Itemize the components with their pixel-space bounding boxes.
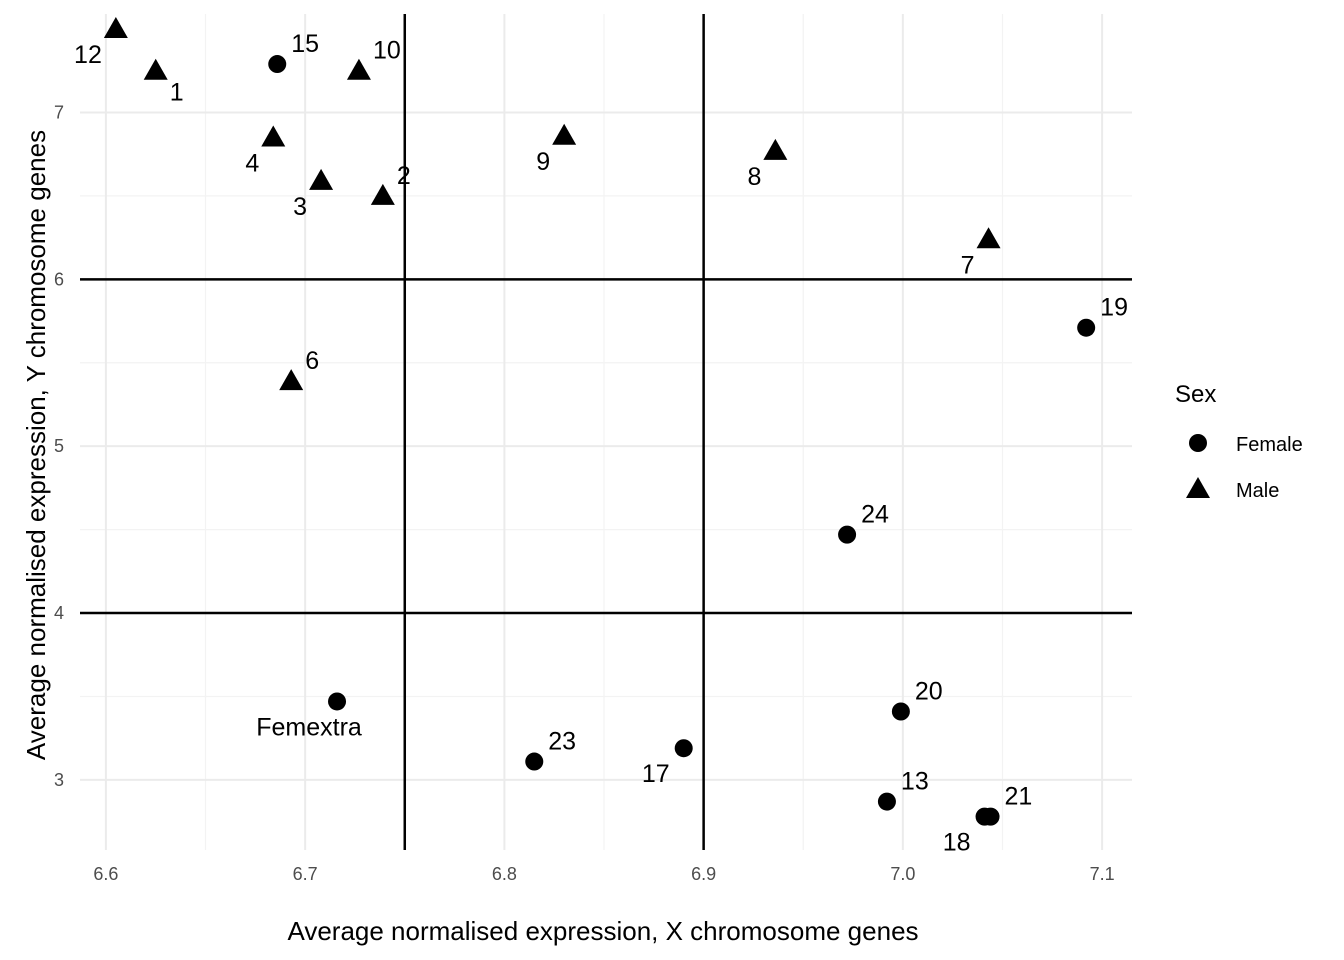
female-point xyxy=(268,55,287,74)
point-label: 2 xyxy=(397,162,411,190)
x-axis-title: Average normalised expression, X chromos… xyxy=(287,916,918,946)
legend-title: Sex xyxy=(1175,381,1216,408)
x-tick-label: 6.6 xyxy=(93,864,118,884)
point-labels: 12 1 15 10 4 3 2 9 8 7 19 6 24 Femextra 20 23 17 13 21 18 xyxy=(74,30,1128,857)
male-point xyxy=(103,17,128,39)
female-point xyxy=(975,807,994,826)
point-label: 10 xyxy=(373,37,401,65)
female-point xyxy=(891,702,910,721)
x-tick-label: 6.7 xyxy=(293,864,318,884)
male-point xyxy=(370,183,395,205)
male-point xyxy=(763,138,788,160)
point-label: 21 xyxy=(1005,783,1033,811)
point-label: 15 xyxy=(291,30,319,58)
x-tick-label: 7.1 xyxy=(1090,864,1115,884)
male-point xyxy=(346,58,371,80)
point-label: 13 xyxy=(901,768,929,796)
y-tick-label: 3 xyxy=(54,770,64,790)
point-label: 7 xyxy=(961,251,975,279)
female-point xyxy=(1077,318,1096,337)
point-label: 4 xyxy=(245,149,259,177)
x-tick-label: 6.9 xyxy=(691,864,716,884)
point-label: 9 xyxy=(536,148,550,176)
male-point xyxy=(261,125,286,147)
tick-labels: 6.6 6.7 6.8 6.9 7.0 7.1 3 4 5 6 7 xyxy=(54,102,1115,884)
legend-circle-key xyxy=(1189,434,1207,452)
point-label: 8 xyxy=(747,163,761,191)
male-point xyxy=(143,58,168,80)
point-label: 19 xyxy=(1100,294,1128,322)
y-axis-title: Average normalised expression, Y chromos… xyxy=(21,130,51,760)
male-point xyxy=(552,123,577,145)
x-tick-label: 7.0 xyxy=(890,864,915,884)
female-point xyxy=(674,739,693,758)
point-label: 6 xyxy=(305,347,319,375)
point-label: 23 xyxy=(548,728,576,756)
legend-triangle-key xyxy=(1186,477,1210,498)
legend-label: Male xyxy=(1236,480,1279,502)
point-label: 12 xyxy=(74,41,102,69)
point-label: Femextra xyxy=(256,713,362,741)
legend: Sex Female Male xyxy=(1175,381,1303,502)
y-tick-label: 4 xyxy=(54,603,64,623)
point-label: 18 xyxy=(943,829,971,857)
point-label: 3 xyxy=(293,193,307,221)
female-point xyxy=(328,692,347,711)
female-point xyxy=(838,525,857,544)
female-point xyxy=(525,752,544,771)
point-label: 24 xyxy=(861,501,889,529)
point-label: 20 xyxy=(915,678,943,706)
male-point xyxy=(279,369,304,391)
grid-lines xyxy=(80,14,1132,850)
data-points xyxy=(103,17,1096,826)
legend-label: Female xyxy=(1236,434,1303,456)
reference-lines xyxy=(80,14,1132,850)
male-point xyxy=(309,168,334,190)
point-label: 1 xyxy=(170,79,184,107)
x-tick-label: 6.8 xyxy=(492,864,517,884)
y-tick-label: 7 xyxy=(54,102,64,122)
y-tick-label: 6 xyxy=(54,269,64,289)
female-point xyxy=(877,792,896,811)
male-point xyxy=(976,227,1001,249)
y-tick-label: 5 xyxy=(54,436,64,456)
point-label: 17 xyxy=(642,760,670,788)
